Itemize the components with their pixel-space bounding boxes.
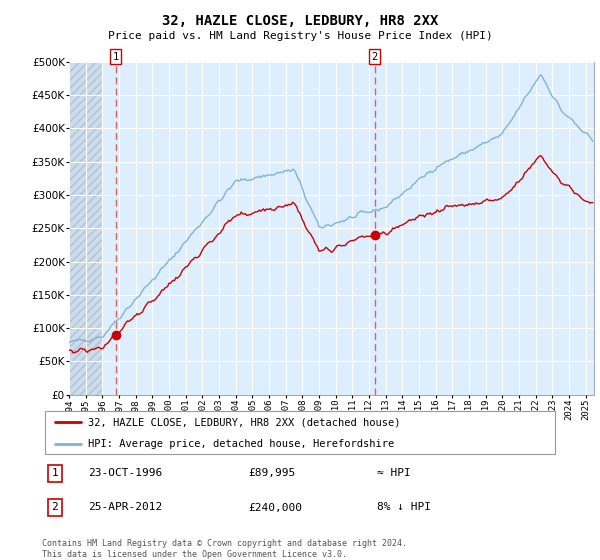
Text: £240,000: £240,000 [248,502,302,512]
Text: 25-APR-2012: 25-APR-2012 [88,502,163,512]
Text: 1: 1 [113,52,119,62]
Text: ≈ HPI: ≈ HPI [377,468,411,478]
Bar [69,62,103,395]
Text: 2: 2 [52,502,58,512]
Text: 23-OCT-1996: 23-OCT-1996 [88,468,163,478]
Text: Price paid vs. HM Land Registry's House Price Index (HPI): Price paid vs. HM Land Registry's House … [107,31,493,41]
Text: 32, HAZLE CLOSE, LEDBURY, HR8 2XX: 32, HAZLE CLOSE, LEDBURY, HR8 2XX [162,14,438,28]
Text: 2: 2 [371,52,377,62]
Text: Contains HM Land Registry data © Crown copyright and database right 2024.
This d: Contains HM Land Registry data © Crown c… [42,539,407,559]
Text: 1: 1 [52,468,58,478]
Text: £89,995: £89,995 [248,468,296,478]
Text: HPI: Average price, detached house, Herefordshire: HPI: Average price, detached house, Here… [88,439,395,449]
FancyBboxPatch shape [44,411,556,454]
Text: 32, HAZLE CLOSE, LEDBURY, HR8 2XX (detached house): 32, HAZLE CLOSE, LEDBURY, HR8 2XX (detac… [88,417,401,427]
Text: 8% ↓ HPI: 8% ↓ HPI [377,502,431,512]
